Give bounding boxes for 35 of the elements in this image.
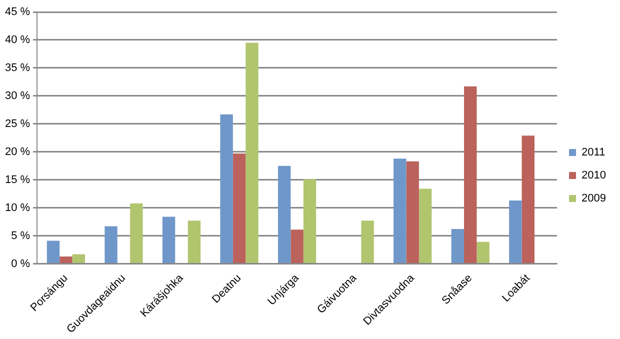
y-tick-label: 20 % bbox=[4, 146, 30, 158]
y-tick-label: 0 % bbox=[11, 258, 30, 270]
bar bbox=[522, 136, 534, 263]
bar bbox=[464, 86, 477, 263]
bar bbox=[451, 229, 464, 263]
legend-label: 2011 bbox=[582, 146, 606, 159]
bar bbox=[72, 254, 86, 263]
legend-label: 2009 bbox=[582, 192, 606, 205]
bar bbox=[406, 161, 419, 263]
bar bbox=[46, 240, 60, 263]
bar bbox=[220, 114, 233, 263]
y-tick-label: 15 % bbox=[4, 174, 30, 186]
bar bbox=[60, 256, 72, 263]
bar bbox=[303, 179, 316, 263]
bar bbox=[394, 158, 406, 263]
y-tick-label: 40 % bbox=[4, 34, 30, 46]
bar bbox=[104, 226, 118, 263]
y-tick-label: 25 % bbox=[4, 118, 30, 130]
y-tick-label: 35 % bbox=[4, 62, 30, 74]
bar bbox=[476, 242, 490, 263]
y-tick-label: 10 % bbox=[4, 202, 30, 214]
bar bbox=[130, 203, 143, 263]
bar bbox=[361, 220, 374, 263]
bar bbox=[188, 220, 201, 263]
y-tick-label: 45 % bbox=[4, 6, 30, 18]
bar bbox=[232, 154, 246, 263]
bar bbox=[290, 230, 304, 263]
bar bbox=[278, 166, 291, 263]
bar bbox=[162, 216, 176, 263]
legend-label: 2010 bbox=[582, 170, 606, 182]
bar bbox=[246, 42, 258, 263]
y-tick-label: 5 % bbox=[11, 230, 30, 242]
bar bbox=[418, 188, 432, 263]
bar bbox=[509, 200, 522, 263]
y-tick-label: 30 % bbox=[4, 90, 30, 102]
